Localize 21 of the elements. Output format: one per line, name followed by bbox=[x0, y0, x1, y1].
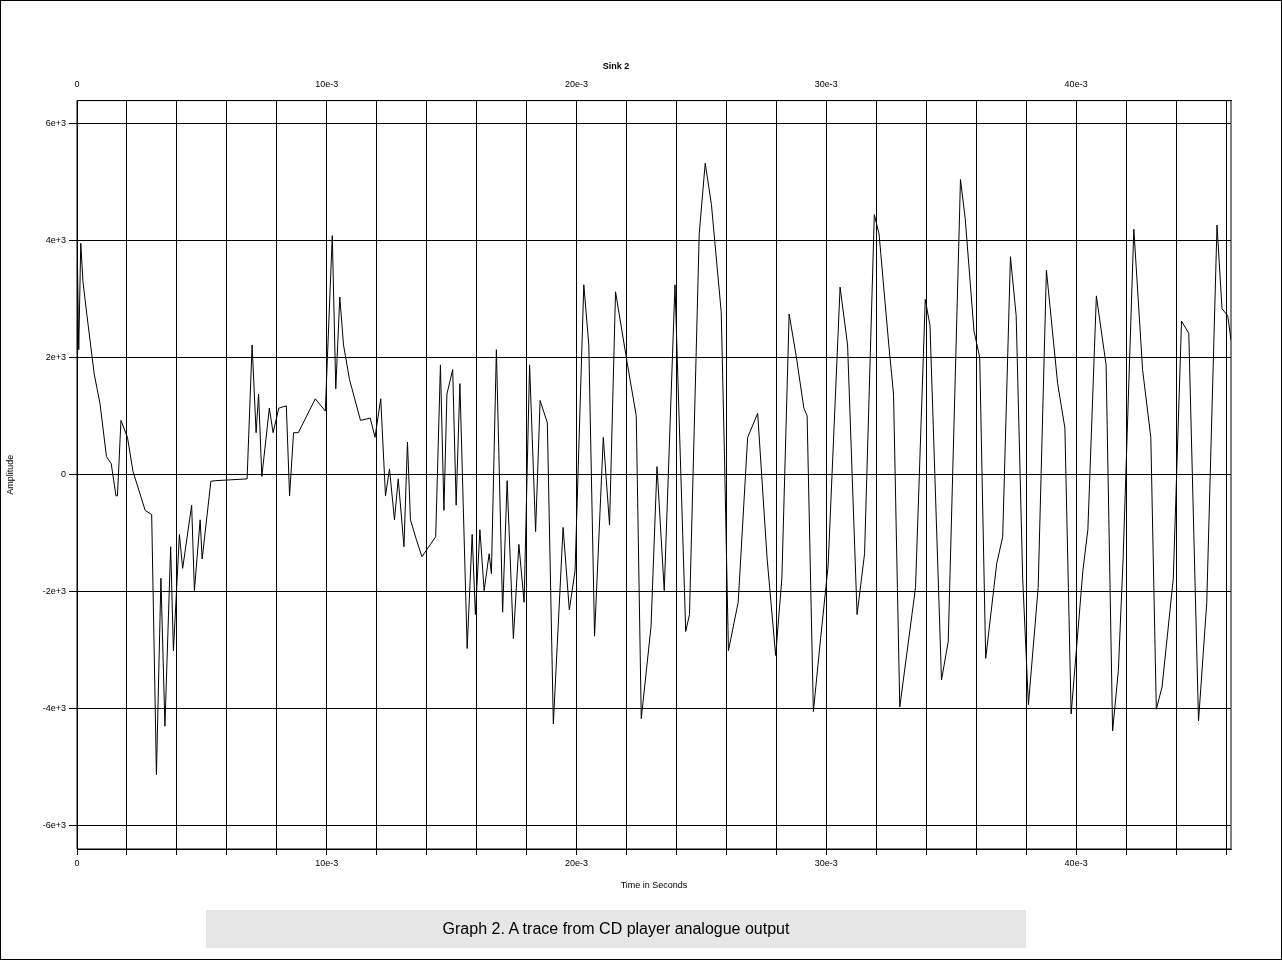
y-tick-label: -2e+3 bbox=[42, 586, 66, 597]
y-tick-label: 4e+3 bbox=[45, 235, 66, 246]
caption: Graph 2. A trace from CD player analogue output bbox=[442, 920, 790, 937]
x2-tick-label: 30e-3 bbox=[814, 78, 838, 89]
chart-title: Sink 2 bbox=[602, 60, 630, 71]
y-tick-label: -6e+3 bbox=[42, 820, 66, 831]
x2-tick-label: 0 bbox=[74, 78, 80, 89]
y-tick-label: 6e+3 bbox=[45, 118, 66, 129]
x-axis-title: Time in Seconds bbox=[620, 880, 688, 891]
x2-tick-label: 20e-3 bbox=[565, 78, 589, 89]
x2-tick-label: 40e-3 bbox=[1064, 78, 1088, 89]
x-tick-label: 40e-3 bbox=[1064, 857, 1088, 868]
x-tick-label: 30e-3 bbox=[814, 857, 838, 868]
y-tick-label: -4e+3 bbox=[42, 703, 66, 714]
x-tick-label: 20e-3 bbox=[565, 857, 589, 868]
y-axis-title: Amplitude bbox=[4, 454, 15, 495]
x-tick-label: 10e-3 bbox=[315, 857, 339, 868]
x-tick-label: 0 bbox=[74, 857, 80, 868]
x2-tick-label: 10e-3 bbox=[315, 78, 339, 89]
y-tick-label: 0 bbox=[60, 469, 66, 480]
y-tick-label: 2e+3 bbox=[45, 352, 66, 363]
